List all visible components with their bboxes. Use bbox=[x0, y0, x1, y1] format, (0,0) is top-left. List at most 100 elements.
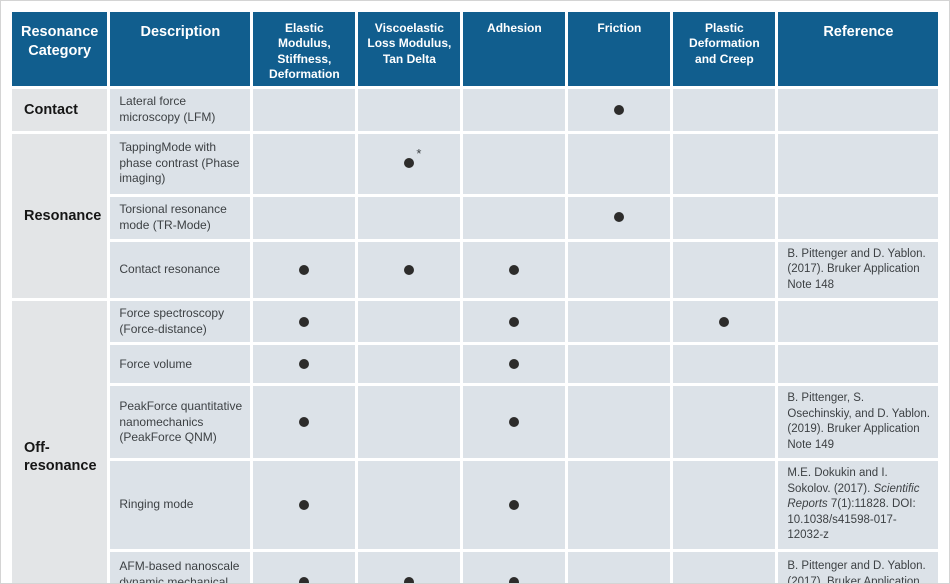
description-cell: Force volume bbox=[110, 345, 251, 384]
dot-icon bbox=[509, 499, 520, 510]
dot-icon bbox=[299, 417, 310, 428]
reference-cell: B. Pittenger and D. Yablon. (2017). Bruk… bbox=[778, 241, 939, 299]
empty-cell bbox=[568, 461, 671, 549]
header-reference: Reference bbox=[778, 12, 939, 87]
empty-cell bbox=[358, 89, 461, 131]
empty-cell bbox=[358, 386, 461, 459]
table-body: Contact Lateral force microscopy (LFM) Res… bbox=[12, 89, 939, 584]
dot-icon bbox=[509, 577, 520, 583]
empty-cell bbox=[253, 196, 356, 239]
capability-dot-cell bbox=[253, 241, 356, 299]
capability-dot-cell bbox=[253, 301, 356, 343]
empty-cell bbox=[673, 89, 776, 131]
dot-icon bbox=[299, 577, 310, 583]
category-cell-resonance: Resonance bbox=[12, 133, 108, 299]
header-friction: Friction bbox=[568, 12, 671, 87]
category-cell-off-resonance: Off-resonance bbox=[12, 301, 108, 583]
dot-icon bbox=[614, 104, 625, 115]
dot-icon bbox=[509, 417, 520, 428]
reference-text: B. Pittenger, S. Osechinskiy, and D. Yab… bbox=[787, 392, 930, 451]
header-adhesion: Adhesion bbox=[463, 12, 566, 87]
empty-cell bbox=[568, 386, 671, 459]
empty-cell bbox=[568, 241, 671, 299]
capability-dot-cell bbox=[463, 461, 566, 549]
capability-dot-cell bbox=[463, 241, 566, 299]
reference-cell bbox=[778, 196, 939, 239]
empty-cell bbox=[358, 196, 461, 239]
footnote-asterisk: * bbox=[416, 145, 422, 161]
description-cell: Contact resonance bbox=[110, 241, 251, 299]
header-description: Description bbox=[110, 12, 251, 87]
empty-cell bbox=[673, 241, 776, 299]
reference-text: Scientific Reports bbox=[787, 482, 920, 511]
reference-cell bbox=[778, 89, 939, 131]
capability-dot-cell: * bbox=[358, 133, 461, 194]
empty-cell bbox=[673, 386, 776, 459]
description-cell: Force spectroscopy (Force-distance) bbox=[110, 301, 251, 343]
dot-icon bbox=[404, 158, 415, 169]
reference-cell: M.E. Dokukin and I. Sokolov. (2017). Sci… bbox=[778, 461, 939, 549]
reference-text: 7(1):11828. DOI: 10.1038/s41598-017-1203… bbox=[787, 498, 916, 542]
reference-cell bbox=[778, 133, 939, 194]
capability-dot-cell bbox=[253, 386, 356, 459]
capability-dot-cell bbox=[463, 552, 566, 583]
empty-cell bbox=[463, 133, 566, 194]
header-row: Resonance Category Description Elastic M… bbox=[12, 12, 939, 87]
reference-cell: B. Pittenger, S. Osechinskiy, and D. Yab… bbox=[778, 386, 939, 459]
capability-dot-cell bbox=[463, 301, 566, 343]
empty-cell bbox=[463, 196, 566, 239]
table-row: PeakForce quantitative nanomechanics (Pe… bbox=[12, 386, 939, 459]
empty-cell bbox=[673, 461, 776, 549]
dot-icon bbox=[299, 499, 310, 510]
afm-modes-table: Resonance Category Description Elastic M… bbox=[9, 9, 941, 584]
empty-cell bbox=[568, 133, 671, 194]
table-row: Force volume bbox=[12, 345, 939, 384]
capability-dot-cell bbox=[358, 241, 461, 299]
reference-text: B. Pittenger and D. Yablon. (2017). Bruk… bbox=[787, 560, 926, 584]
dot-icon bbox=[299, 316, 310, 327]
header-resonance-category: Resonance Category bbox=[12, 12, 108, 87]
description-cell: TappingMode with phase contrast (Phase i… bbox=[110, 133, 251, 194]
dot-icon bbox=[719, 316, 730, 327]
dot-icon bbox=[509, 264, 520, 275]
capability-dot-cell bbox=[253, 345, 356, 384]
empty-cell bbox=[358, 301, 461, 343]
dot-icon bbox=[404, 577, 415, 583]
category-cell-contact: Contact bbox=[12, 89, 108, 131]
dot-icon bbox=[509, 359, 520, 370]
dot-icon bbox=[299, 264, 310, 275]
dot-icon bbox=[299, 359, 310, 370]
description-cell: Torsional resonance mode (TR-Mode) bbox=[110, 196, 251, 239]
table-row: Resonance TappingMode with phase contrast… bbox=[12, 133, 939, 299]
header-viscoelastic-loss: Viscoelastic Loss Modulus, Tan Delta bbox=[358, 12, 461, 87]
dot-icon bbox=[509, 316, 520, 327]
reference-text: M.E. Dokukin and I. Sokolov. (2017). bbox=[787, 467, 888, 495]
capability-dot-cell bbox=[673, 301, 776, 343]
empty-cell bbox=[568, 301, 671, 343]
table-row: Off-resonance Force spectroscopy (Force-d… bbox=[12, 301, 939, 583]
capability-dot-cell bbox=[568, 196, 671, 239]
description-cell: Lateral force microscopy (LFM) bbox=[110, 89, 251, 131]
table-row: Torsional resonance mode (TR-Mode) bbox=[12, 196, 939, 239]
header-plastic-deformation: Plastic Deformation and Creep bbox=[673, 12, 776, 87]
empty-cell bbox=[673, 345, 776, 384]
table-row: Contact Lateral force microscopy (LFM) bbox=[12, 89, 939, 131]
header-elastic-modulus: Elastic Modulus, Stiffness, Deformation bbox=[253, 12, 356, 87]
table-row: Ringing mode M.E. Dokukin and I. Sokolov.… bbox=[12, 461, 939, 549]
table-row: AFM-based nanoscale dynamic mechanical a… bbox=[12, 552, 939, 584]
empty-cell bbox=[463, 89, 566, 131]
dot-icon bbox=[614, 212, 625, 223]
description-cell: PeakForce quantitative nanomechanics (Pe… bbox=[110, 386, 251, 459]
reference-cell: B. Pittenger and D. Yablon. (2017). Bruk… bbox=[778, 552, 939, 584]
empty-cell bbox=[568, 552, 671, 583]
capability-dot-cell bbox=[253, 461, 356, 549]
reference-text: B. Pittenger and D. Yablon. (2017). Bruk… bbox=[787, 247, 926, 291]
capability-dot-cell bbox=[568, 89, 671, 131]
empty-cell bbox=[673, 133, 776, 194]
dot-icon bbox=[404, 264, 415, 275]
empty-cell bbox=[568, 345, 671, 384]
reference-cell bbox=[778, 345, 939, 384]
table-row: Contact resonance B. Pittenger and D. Yab… bbox=[12, 241, 939, 299]
description-cell: Ringing mode bbox=[110, 461, 251, 549]
empty-cell bbox=[253, 133, 356, 194]
